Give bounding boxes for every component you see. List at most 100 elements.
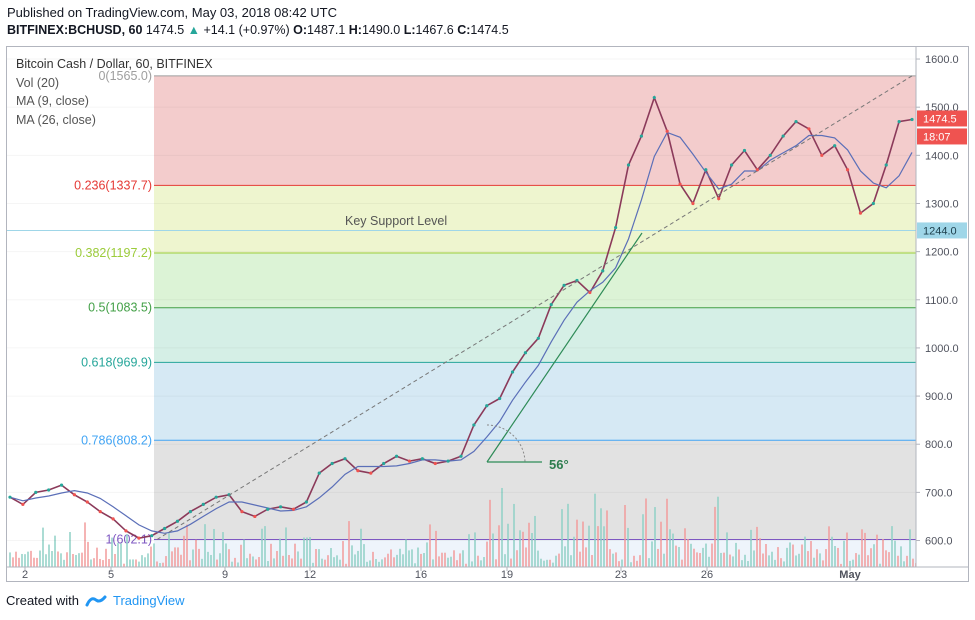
- volume-bar: [885, 550, 887, 567]
- legend-ma26[interactable]: MA (26, close): [16, 113, 96, 127]
- volume-bar: [849, 560, 851, 567]
- tradingview-brand: TradingView: [112, 593, 185, 608]
- tradingview-link[interactable]: TradingView: [85, 593, 185, 608]
- data-point: [884, 163, 888, 167]
- volume-bar: [735, 542, 737, 567]
- volume-bar: [471, 561, 473, 567]
- volume-bar: [705, 543, 707, 567]
- x-tick-label: 16: [415, 569, 427, 581]
- data-point: [356, 469, 360, 473]
- volume-bar: [585, 547, 587, 567]
- volume-bar: [261, 528, 263, 567]
- volume-bar: [408, 550, 410, 567]
- volume-bar: [141, 555, 143, 567]
- volume-bar: [486, 541, 488, 567]
- volume-bar: [657, 548, 659, 567]
- volume-bar: [294, 543, 296, 567]
- volume-bar: [18, 557, 20, 567]
- volume-bar: [114, 553, 116, 567]
- volume-bar: [63, 559, 65, 567]
- volume-bar: [903, 561, 905, 567]
- drawings[interactable]: Key Support Level 56°: [156, 75, 913, 540]
- volume-bar: [135, 559, 137, 567]
- volume-bar: [480, 560, 482, 567]
- volume-bar: [561, 509, 563, 567]
- volume-bar: [858, 554, 860, 567]
- data-point: [485, 404, 489, 408]
- volume-bar: [660, 521, 662, 567]
- data-point: [459, 454, 463, 458]
- data-point: [21, 502, 25, 507]
- volume-bar: [276, 550, 278, 567]
- volume-bar: [540, 558, 542, 567]
- volume-bar: [831, 536, 833, 567]
- volume-bar: [363, 544, 365, 567]
- fib-trendline[interactable]: [156, 75, 913, 540]
- volume-bar: [534, 515, 536, 567]
- volume-bar: [663, 553, 665, 567]
- data-point: [188, 510, 192, 514]
- data-point: [266, 507, 270, 511]
- volume-bar: [618, 561, 620, 567]
- price-axis[interactable]: [916, 47, 968, 581]
- volume-bar: [516, 550, 518, 567]
- volume-bar: [192, 549, 194, 567]
- volume-bar: [894, 540, 896, 567]
- volume-bar: [465, 563, 467, 567]
- price-chart[interactable]: 0(1565.0) 0.236(1337.7) 0.382(1197.2) 0.5(1…: [7, 47, 968, 581]
- volume-bar: [717, 496, 719, 567]
- chart-frame[interactable]: 0(1565.0) 0.236(1337.7) 0.382(1197.2) 0.5(1…: [6, 46, 969, 582]
- data-point: [833, 144, 837, 148]
- volume-bar: [912, 558, 914, 567]
- tradingview-logo-icon: [85, 595, 107, 606]
- volume-bar: [342, 541, 344, 567]
- x-tick-label: 12: [304, 569, 316, 581]
- volume-bar: [75, 554, 77, 567]
- volume-bar: [264, 526, 266, 567]
- volume-bar: [681, 559, 683, 567]
- angle-line[interactable]: [486, 232, 643, 463]
- volume-bar: [222, 532, 224, 567]
- volume-bar: [237, 562, 239, 567]
- volume-bar: [108, 558, 110, 567]
- volume-bar: [435, 530, 437, 567]
- volume-bar: [828, 526, 830, 567]
- volume-bar: [69, 531, 71, 567]
- volume-bar: [909, 529, 911, 567]
- volume-bar: [303, 537, 305, 567]
- volume-bar: [120, 543, 122, 567]
- volume-bar: [39, 550, 41, 567]
- fibonacci-retracement[interactable]: 0(1565.0) 0.236(1337.7) 0.382(1197.2) 0.5(1…: [7, 69, 916, 567]
- volume-bar: [489, 499, 491, 567]
- legend-ma9[interactable]: MA (9, close): [16, 94, 89, 108]
- volume-bar: [543, 560, 545, 567]
- volume-bar: [843, 540, 845, 567]
- data-point: [536, 336, 540, 340]
- legend-title: Bitcoin Cash / Dollar, 60, BITFINEX: [16, 57, 213, 71]
- time-axis[interactable]: [7, 567, 968, 581]
- high-value: 1490.0: [361, 23, 401, 37]
- volume-bar: [279, 538, 281, 567]
- data-point: [137, 536, 141, 540]
- published-caption: Published on TradingView.com, May 03, 20…: [7, 5, 338, 20]
- x-tick-label: 26: [701, 569, 713, 581]
- volume-bar: [57, 551, 59, 567]
- data-point: [639, 134, 644, 138]
- data-point: [111, 517, 115, 521]
- volume-bar: [288, 555, 290, 567]
- volume-bar: [195, 539, 197, 567]
- volume-bar: [21, 553, 23, 567]
- legend-volume[interactable]: Vol (20): [16, 76, 59, 90]
- volume-bar: [891, 526, 893, 567]
- symbol-label[interactable]: BITFINEX:BCHUSD, 60: [7, 23, 143, 37]
- data-point: [59, 483, 64, 487]
- axes[interactable]: 600.0 700.0 800.0 900.0 1000.0 1100.0 1200.0 13…: [7, 47, 968, 581]
- volume-bar: [780, 558, 782, 567]
- volume-bar: [624, 505, 626, 567]
- footer: Created with TradingView: [6, 593, 185, 608]
- data-point: [871, 201, 875, 206]
- volume-bar: [864, 532, 866, 567]
- x-tick-label: 9: [222, 569, 228, 581]
- volume-bar: [588, 525, 590, 567]
- volume-bar: [684, 528, 686, 567]
